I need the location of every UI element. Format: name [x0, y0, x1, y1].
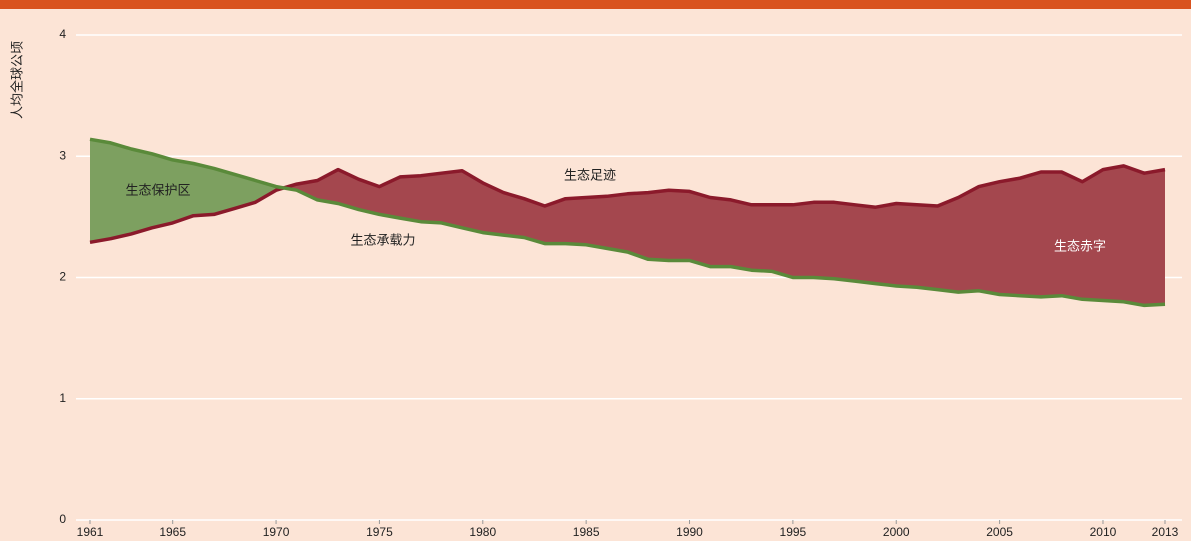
annotation: 生态足迹 — [564, 169, 616, 184]
x-tick-label: 1961 — [77, 525, 104, 539]
x-tick-label: 1980 — [469, 525, 496, 539]
y-tick-label: 1 — [59, 391, 66, 405]
y-tick-label: 0 — [59, 512, 66, 526]
series-line — [89, 137, 1166, 308]
x-tick-label: 1990 — [676, 525, 703, 539]
x-tick-label: 2013 — [1152, 525, 1179, 539]
y-axis-label: 人均全球公顷 — [10, 41, 26, 119]
y-tick-label: 4 — [59, 27, 66, 41]
annotation: 生态赤字 — [1054, 240, 1106, 255]
x-tick-label: 2000 — [883, 525, 910, 539]
x-tick-label: 1985 — [573, 525, 600, 539]
annotation: 生态保护区 — [125, 184, 190, 199]
x-tick-label: 1970 — [263, 525, 290, 539]
y-tick-label: 2 — [59, 270, 66, 284]
x-tick-label: 2005 — [986, 525, 1013, 539]
top-bar — [0, 0, 1191, 9]
x-tick-label: 1965 — [159, 525, 186, 539]
y-tick-label: 3 — [59, 148, 66, 162]
annotation: 生态承载力 — [350, 234, 415, 249]
x-tick-label: 1995 — [780, 525, 807, 539]
x-tick-label: 2010 — [1090, 525, 1117, 539]
deficit-area — [90, 139, 1165, 306]
x-tick-label: 1975 — [366, 525, 393, 539]
series-line — [89, 164, 1166, 245]
